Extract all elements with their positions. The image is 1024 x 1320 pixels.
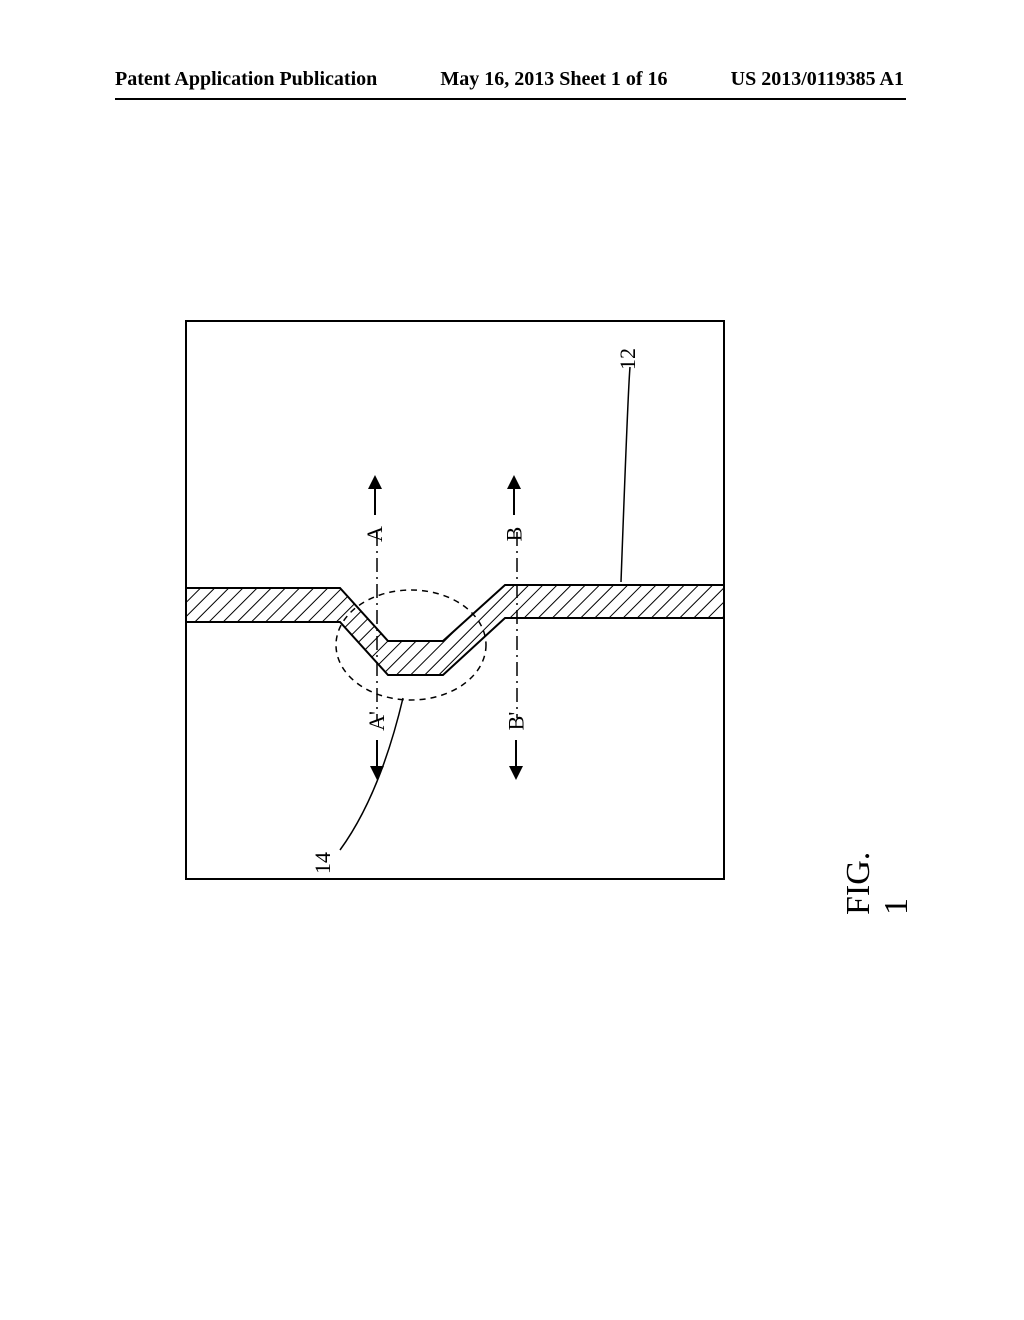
arrow-icon [507,475,521,489]
arrow-icon [370,766,384,780]
header-right: US 2013/0119385 A1 [731,68,904,91]
figure-svg [185,320,725,880]
ref-num-12: 12 [615,348,641,370]
figure-caption: FIG. 1 [840,852,916,915]
leader-12 [621,367,630,582]
page-header: Patent Application Publication May 16, 2… [0,68,1024,91]
section-label-a: A [367,475,383,553]
ref-num-14: 14 [310,852,336,874]
arrow-stem [376,740,378,766]
section-label-aprime: A' [367,702,387,780]
header-rule [115,98,906,100]
section-aprime-text: A' [364,711,390,731]
figure-area: 12 14 A B A' B' FIG. 1 [185,320,725,880]
arrow-stem [515,740,517,766]
arrow-icon [368,475,382,489]
section-b-text: B [501,527,527,542]
section-bprime-text: B' [503,712,529,731]
arrow-icon [509,766,523,780]
arrow-stem [513,489,515,515]
section-label-bprime: B' [507,702,526,780]
arrow-stem [374,489,376,515]
header-left: Patent Application Publication [115,68,377,91]
section-a-text: A [362,526,388,542]
stripe-12 [185,585,725,675]
header-center: May 16, 2013 Sheet 1 of 16 [440,68,667,91]
section-label-b: B [507,475,522,553]
